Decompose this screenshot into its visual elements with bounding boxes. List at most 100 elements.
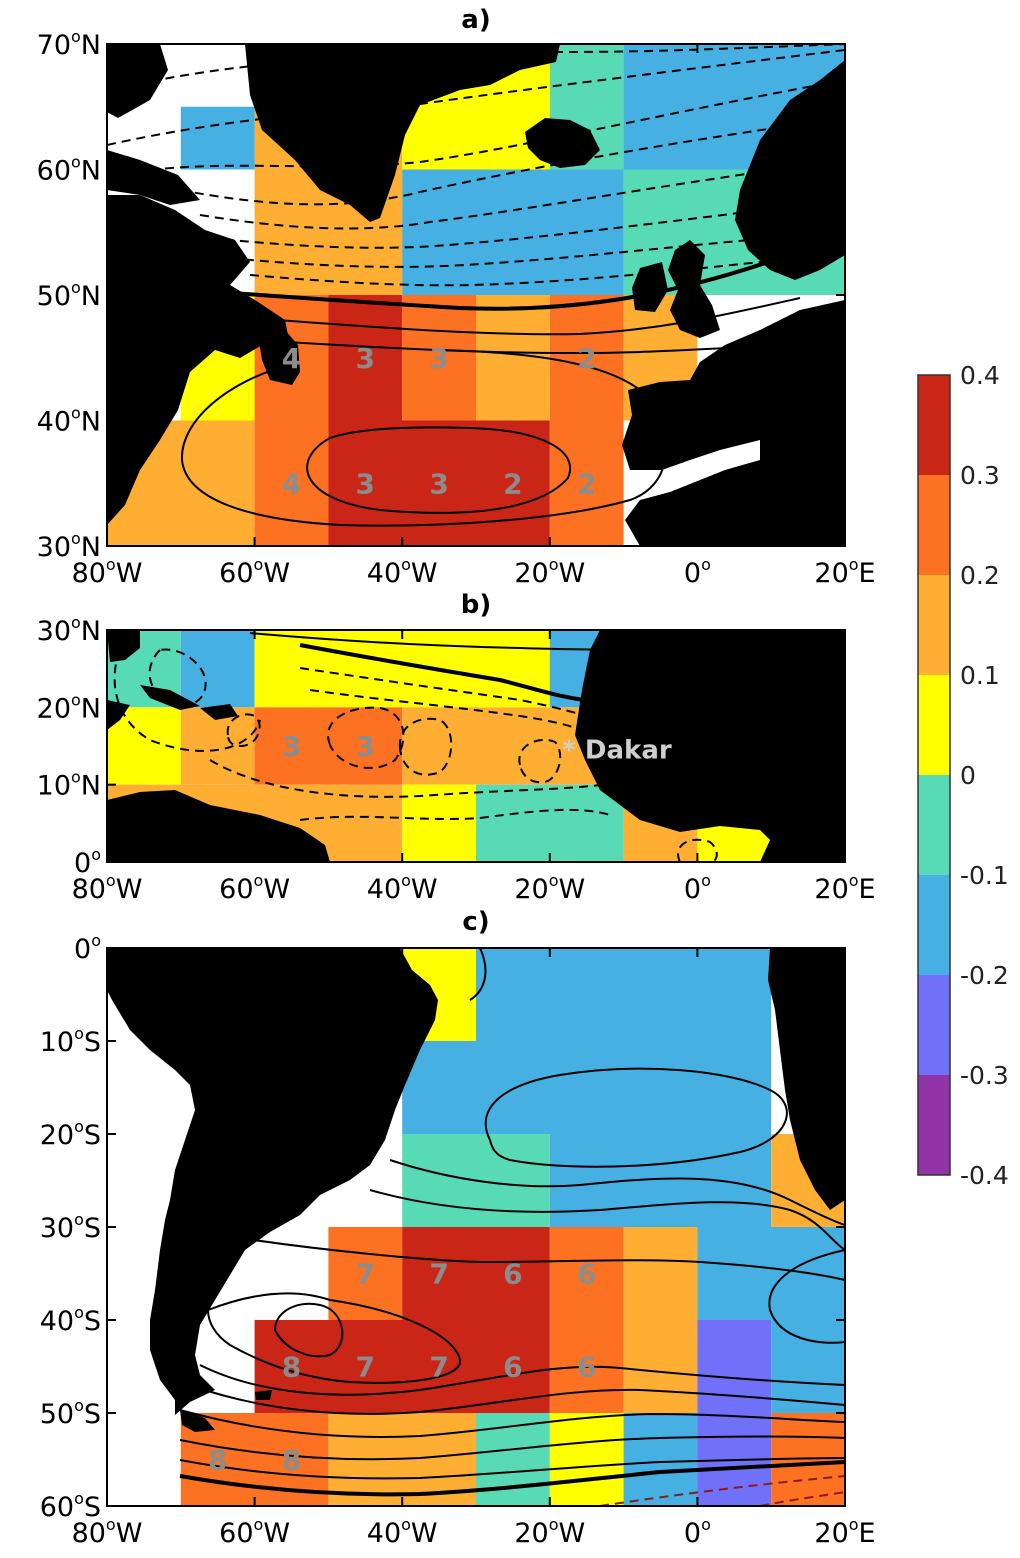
contour-line: [239, 1237, 845, 1281]
x-tick-label: 60oW: [219, 1515, 290, 1549]
panel-c-axes: 80oW 60oW 40oW 20oW 0o 20oE 0o 10oS 20oS 30oS 40oS…: [40, 931, 876, 1549]
correlation-cell: [549, 295, 624, 421]
colorbar-label: -0.1: [960, 861, 1009, 890]
y-tick-label: 20oS: [40, 1117, 101, 1151]
contour-line: [369, 1189, 845, 1251]
y-tick-label: 30oN: [37, 613, 101, 647]
contour-line: [199, 159, 845, 230]
lag-label: 3: [282, 730, 301, 763]
correlation-cell: [180, 630, 255, 708]
baffin-island-land: [107, 44, 168, 118]
colorbar-label: 0.4: [960, 361, 1000, 390]
scandinavia-land: [735, 60, 845, 280]
correlation-cell: [254, 707, 403, 785]
y-tick-label: 70oN: [37, 27, 101, 61]
panel-a-title: a): [461, 5, 490, 35]
colorbar-swatch: [918, 475, 950, 575]
y-tick-label: 0o: [74, 931, 101, 965]
contour-line: [249, 257, 801, 287]
contour-line: [309, 689, 591, 736]
colorbar-swatch: [918, 775, 950, 875]
correlation-cell: [697, 1227, 845, 1320]
correlation-cell: [549, 1134, 772, 1227]
africa-land: [575, 630, 845, 862]
panel-a-land: [107, 44, 845, 546]
contour-line: [113, 649, 261, 752]
lag-label: 7: [356, 1258, 375, 1291]
panel-c-title: c): [462, 907, 489, 937]
iceland-land: [525, 118, 600, 168]
lag-label: 6: [577, 1258, 596, 1291]
colorbar-swatch: [918, 875, 950, 975]
hispaniola-land: [200, 704, 238, 720]
south-america-land: [107, 790, 330, 862]
contour-line: [206, 1292, 462, 1384]
x-tick-label: 20oE: [814, 555, 875, 589]
colorbar: 0.4 0.3 0.2 0.1 0 -0.1 -0.2 -0.3 -0.4: [917, 361, 1009, 1190]
lag-label: 4: [282, 467, 301, 500]
lag-label: 6: [503, 1258, 522, 1291]
lag-label: 8: [282, 1351, 301, 1384]
contour-line-dashed: [599, 1475, 845, 1506]
y-tick-label: 60oS: [40, 1489, 101, 1523]
falklands-land: [255, 1390, 272, 1400]
y-tick-label: 10oN: [37, 768, 101, 802]
contour-line: [179, 1435, 845, 1461]
contour-line: [199, 1364, 845, 1396]
x-tick-label: 20oE: [814, 1515, 875, 1549]
y-tick-label: 40oN: [37, 404, 101, 438]
colorbar-swatches: [918, 375, 950, 1175]
contour-line: [768, 1249, 845, 1344]
greenland-land: [245, 44, 560, 222]
x-tick-label: 60oW: [219, 871, 290, 905]
panel-b-frame: [106, 629, 846, 863]
contour-line: [677, 838, 718, 862]
contour-line-dashed: [759, 1491, 845, 1506]
contour-line-zero: [179, 1460, 845, 1497]
arctic-archipelago-land: [107, 150, 200, 205]
europe-land: [622, 300, 845, 546]
panel-c-land: [107, 948, 845, 1432]
panel-b-title: b): [461, 590, 492, 620]
great-britain-land: [668, 240, 720, 338]
contour-line: [209, 759, 601, 798]
contour-line: [107, 44, 845, 93]
contour-line: [107, 49, 845, 146]
contour-line: [149, 79, 845, 171]
tierra-del-fuego-land: [180, 1410, 215, 1432]
x-tick-label: 0o: [684, 555, 711, 589]
panel-a: a): [37, 5, 876, 589]
panel-c: c): [40, 907, 876, 1549]
correlation-cell: [254, 1320, 550, 1413]
panel-a-axes: 80oW 60oW 40oW 20oW 0o 20oE 70oN 60oN 50oN 40oN 30…: [37, 27, 876, 589]
correlation-cell: [476, 948, 772, 1041]
x-tick-label: 60oW: [219, 555, 290, 589]
lag-label: 8: [208, 1444, 227, 1477]
correlation-cell: [254, 420, 329, 546]
correlation-cell: [697, 1320, 772, 1413]
contour-line: [254, 339, 845, 355]
correlation-cell: [623, 1320, 698, 1413]
y-tick-label: 30oS: [40, 1210, 101, 1244]
contour-line: [226, 713, 261, 748]
contour-line: [327, 706, 405, 769]
contour-line: [189, 1384, 845, 1415]
dakar-label: * Dakar: [562, 735, 672, 765]
correlation-cell: [402, 1041, 772, 1134]
x-tick-label: 20oW: [514, 555, 585, 589]
cuba-land: [140, 685, 200, 710]
panel-b-land: [107, 630, 845, 862]
colorbar-swatch: [918, 675, 950, 775]
lag-label: 8: [282, 1444, 301, 1477]
panel-a-slp-contours: [107, 44, 845, 527]
panel-c-lag-labels: 7 7 6 6 8 7 7 6 6 8 8: [208, 1258, 596, 1477]
lag-label: 3: [429, 467, 448, 500]
x-tick-label: 80oW: [72, 555, 143, 589]
correlation-cell: [549, 1227, 624, 1320]
y-tick-label: 30oN: [37, 529, 101, 563]
x-tick-label: 20oW: [514, 1515, 585, 1549]
contour-line: [389, 1159, 845, 1226]
lag-label: 7: [429, 1351, 448, 1384]
contour-line: [306, 426, 571, 514]
